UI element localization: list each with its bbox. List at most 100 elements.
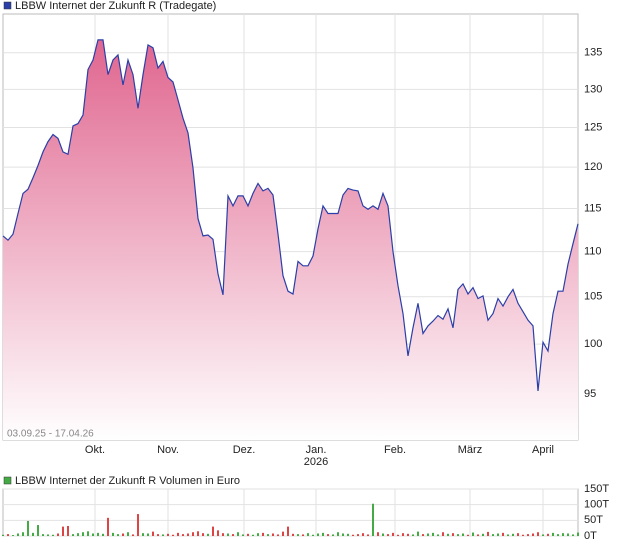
legend-swatch [3,1,12,10]
volume-bar [232,534,234,536]
volume-bar [452,533,454,536]
volume-bar [412,534,414,536]
volume-bar [137,514,139,536]
volume-bar [72,534,74,536]
price-area [3,39,578,441]
volume-bar [22,532,24,536]
volume-bar [7,534,9,536]
volume-bar [282,531,284,536]
volume-bar [257,533,259,536]
volume-bar [217,530,219,536]
volume-bar [27,520,29,536]
plot-frame [2,488,579,537]
y-tick-label: 150T [584,483,609,495]
volume-bar [112,532,114,536]
volume-bar [402,533,404,536]
volume-bar [362,533,364,536]
volume-bar [172,534,174,536]
volume-bar [207,533,209,536]
volume-bar [512,533,514,536]
volume-bar [492,534,494,536]
volume-bar [97,532,99,536]
volume-bar [542,534,544,536]
x-tick-label: Jan. [306,444,327,456]
volume-bar [42,534,44,536]
volume-bar [527,534,529,536]
volume-bar [127,532,129,536]
y-tick-label: 100T [584,499,609,511]
volume-bar [397,534,399,536]
volume-bar [32,532,34,536]
volume-bar [62,526,64,536]
volume-bar [272,533,274,536]
volume-bar [82,532,84,536]
y-tick-label: 120 [584,161,602,173]
volume-bar [157,534,159,536]
volume-bar [427,533,429,536]
volume-bar [342,533,344,536]
volume-bar [447,533,449,536]
volume-bar [297,534,299,536]
x-tick-label: April [532,444,554,456]
x-tick-label: Dez. [233,444,256,456]
volume-bar [162,534,164,536]
x-tick-label: März [458,444,482,456]
date-range: 03.09.25 - 17.04.26 [7,429,94,440]
volume-bar [317,533,319,536]
volume-bar [147,533,149,536]
volume-bar [387,534,389,536]
volume-bar [337,532,339,536]
volume-bar [537,532,539,536]
volume-bar [532,533,534,536]
volume-bar [242,534,244,536]
volume-bar [322,532,324,536]
price-line [2,39,579,391]
volume-bar [182,534,184,536]
volume-bar [12,535,14,536]
volume-bar [237,532,239,536]
volume-bar [462,533,464,536]
legend-swatch [3,476,12,485]
volume-bar [357,534,359,536]
volume-bar [37,525,39,536]
volume-bar [372,503,374,536]
volume-bar [122,533,124,536]
volume-bar [307,533,309,536]
legend-label: LBBW Internet der Zukunft R Volumen in E… [15,475,240,487]
volume-bar [567,533,569,536]
y-tick-label: 50T [584,514,603,526]
volume-bar [192,532,194,536]
volume-bar [407,533,409,536]
y-tick-label: 130 [584,83,602,95]
volume-bar [67,525,69,536]
volume-bar [562,533,564,536]
y-tick-label: 95 [584,388,596,400]
y-tick-label: 115 [584,202,602,214]
volume-bar [417,531,419,536]
volume-bar [352,534,354,536]
volume-bar [572,534,574,536]
volume-bar [142,533,144,536]
volume-bar [202,533,204,536]
volume-bar [177,532,179,536]
volume-bar [457,534,459,536]
volume-bar [52,534,54,536]
volume-bar [502,532,504,536]
volume-bar [507,534,509,536]
volume-bar [102,533,104,536]
volume-bar [187,533,189,536]
volume-bar [292,533,294,536]
volume-bar [117,534,119,536]
volume-bar [482,533,484,536]
volume-bar [222,533,224,536]
volume-bar [332,534,334,536]
volume-bar [377,532,379,536]
volume-bar [107,517,109,536]
volume-bar [422,534,424,536]
volume-bar [472,532,474,536]
volume-bar [267,534,269,536]
volume-bar [262,532,264,536]
volume-bar [547,533,549,536]
volume-bar [392,532,394,536]
